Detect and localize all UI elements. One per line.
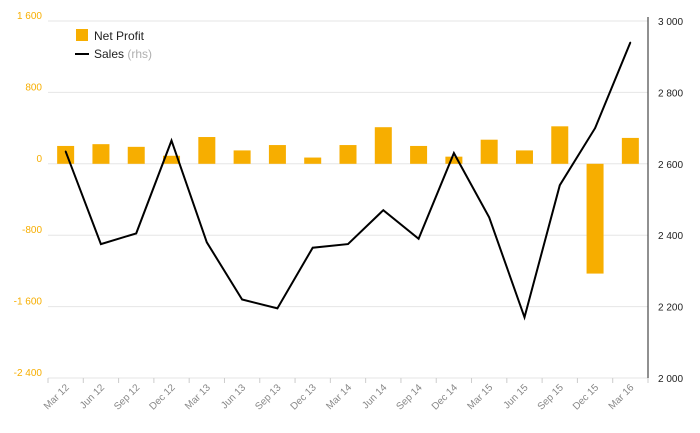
x-tick-label: Mar 16	[607, 382, 637, 412]
sales-point	[594, 127, 596, 129]
x-tick-label: Sep 12	[112, 382, 142, 412]
y-left-tick-label: 800	[25, 82, 42, 93]
sales-point	[417, 237, 420, 240]
net-profit-bar	[233, 150, 251, 164]
x-tick-label: Dec 12	[147, 382, 177, 412]
x-tick-label: Jun 13	[219, 382, 248, 411]
x-tick-label: Sep 13	[253, 382, 283, 412]
sales-point	[629, 41, 632, 44]
net-profit-bar	[586, 163, 604, 274]
sales-point	[311, 246, 314, 249]
y-left-tick-label: -800	[22, 225, 42, 236]
sales-point	[64, 150, 67, 153]
sales-point	[135, 232, 138, 235]
sales-point	[347, 243, 349, 245]
y-right-tick-label: 2 600	[658, 160, 683, 171]
sales-line	[64, 42, 632, 321]
sales-point	[241, 298, 243, 301]
sales-point	[276, 307, 279, 310]
legend-sales-name: Sales	[94, 47, 124, 61]
net-profit-bar	[163, 155, 181, 164]
net-profit-bar	[127, 146, 145, 164]
sales-point	[100, 243, 102, 245]
x-tick-label: Mar 13	[183, 382, 213, 412]
net-profit-bar	[198, 137, 216, 164]
y-right-tick-label: 2 400	[658, 231, 683, 242]
sales-point	[453, 152, 455, 154]
net-profit-bar	[268, 145, 286, 164]
legend-net-profit-label: Net Profit	[94, 29, 145, 43]
net-profit-bar	[410, 145, 428, 164]
x-tick-label: Dec 14	[430, 382, 460, 412]
net-profit-bar	[551, 126, 569, 164]
y-right-tick-label: 2 200	[658, 303, 683, 314]
net-profit-bar	[515, 150, 533, 164]
sales-point	[558, 184, 561, 187]
sales-point	[170, 139, 173, 142]
net-profit-bar	[445, 156, 463, 164]
x-tick-label: Sep 15	[536, 382, 566, 412]
net-profit-bar	[374, 127, 392, 164]
legend-net-profit-swatch	[76, 29, 88, 41]
sales-line-layer	[64, 41, 632, 321]
sales-point	[382, 209, 385, 212]
net-profit-bar	[339, 145, 357, 164]
net-profit-bar	[480, 139, 498, 164]
x-tick-label: Jun 12	[78, 382, 107, 411]
y-left-tick-label: 0	[36, 154, 42, 165]
gridlines	[48, 20, 648, 379]
legend-sales-suffix: (rhs)	[127, 47, 152, 61]
x-tick-label: Jun 14	[360, 382, 389, 411]
sales-point	[523, 316, 526, 319]
x-tick-label: Mar 15	[466, 382, 496, 412]
sales-point	[488, 216, 490, 219]
y-right-tick-label: 2 000	[658, 374, 683, 385]
x-tick-label: Jun 15	[502, 382, 531, 411]
net-profit-bar	[621, 137, 639, 164]
x-tick-label: Sep 14	[395, 382, 425, 412]
y-left-tick-label: -2 400	[14, 368, 43, 379]
sales-point	[206, 241, 208, 244]
net-profit-bars	[57, 126, 639, 274]
legend-sales-label: Sales (rhs)	[94, 47, 152, 61]
y-right-tick-label: 2 800	[658, 88, 683, 99]
net-profit-bar	[92, 144, 110, 164]
x-tick-label: Dec 15	[571, 382, 601, 412]
legend: Net Profit Sales (rhs)	[75, 29, 152, 61]
x-tick-label: Mar 14	[324, 382, 354, 412]
y-right-tick-label: 3 000	[658, 17, 683, 28]
x-tick-label: Dec 13	[289, 382, 319, 412]
y-left-tick-label: -1 600	[14, 297, 43, 308]
axes: 1 600 800 0 -800 -1 600 -2 400 3 000 2 800 2 600…	[14, 11, 684, 413]
x-tick-label: Mar 12	[42, 382, 72, 412]
y-left-tick-label: 1 600	[17, 11, 42, 22]
net-profit-bar	[57, 145, 75, 164]
net-profit-bar	[304, 157, 322, 164]
